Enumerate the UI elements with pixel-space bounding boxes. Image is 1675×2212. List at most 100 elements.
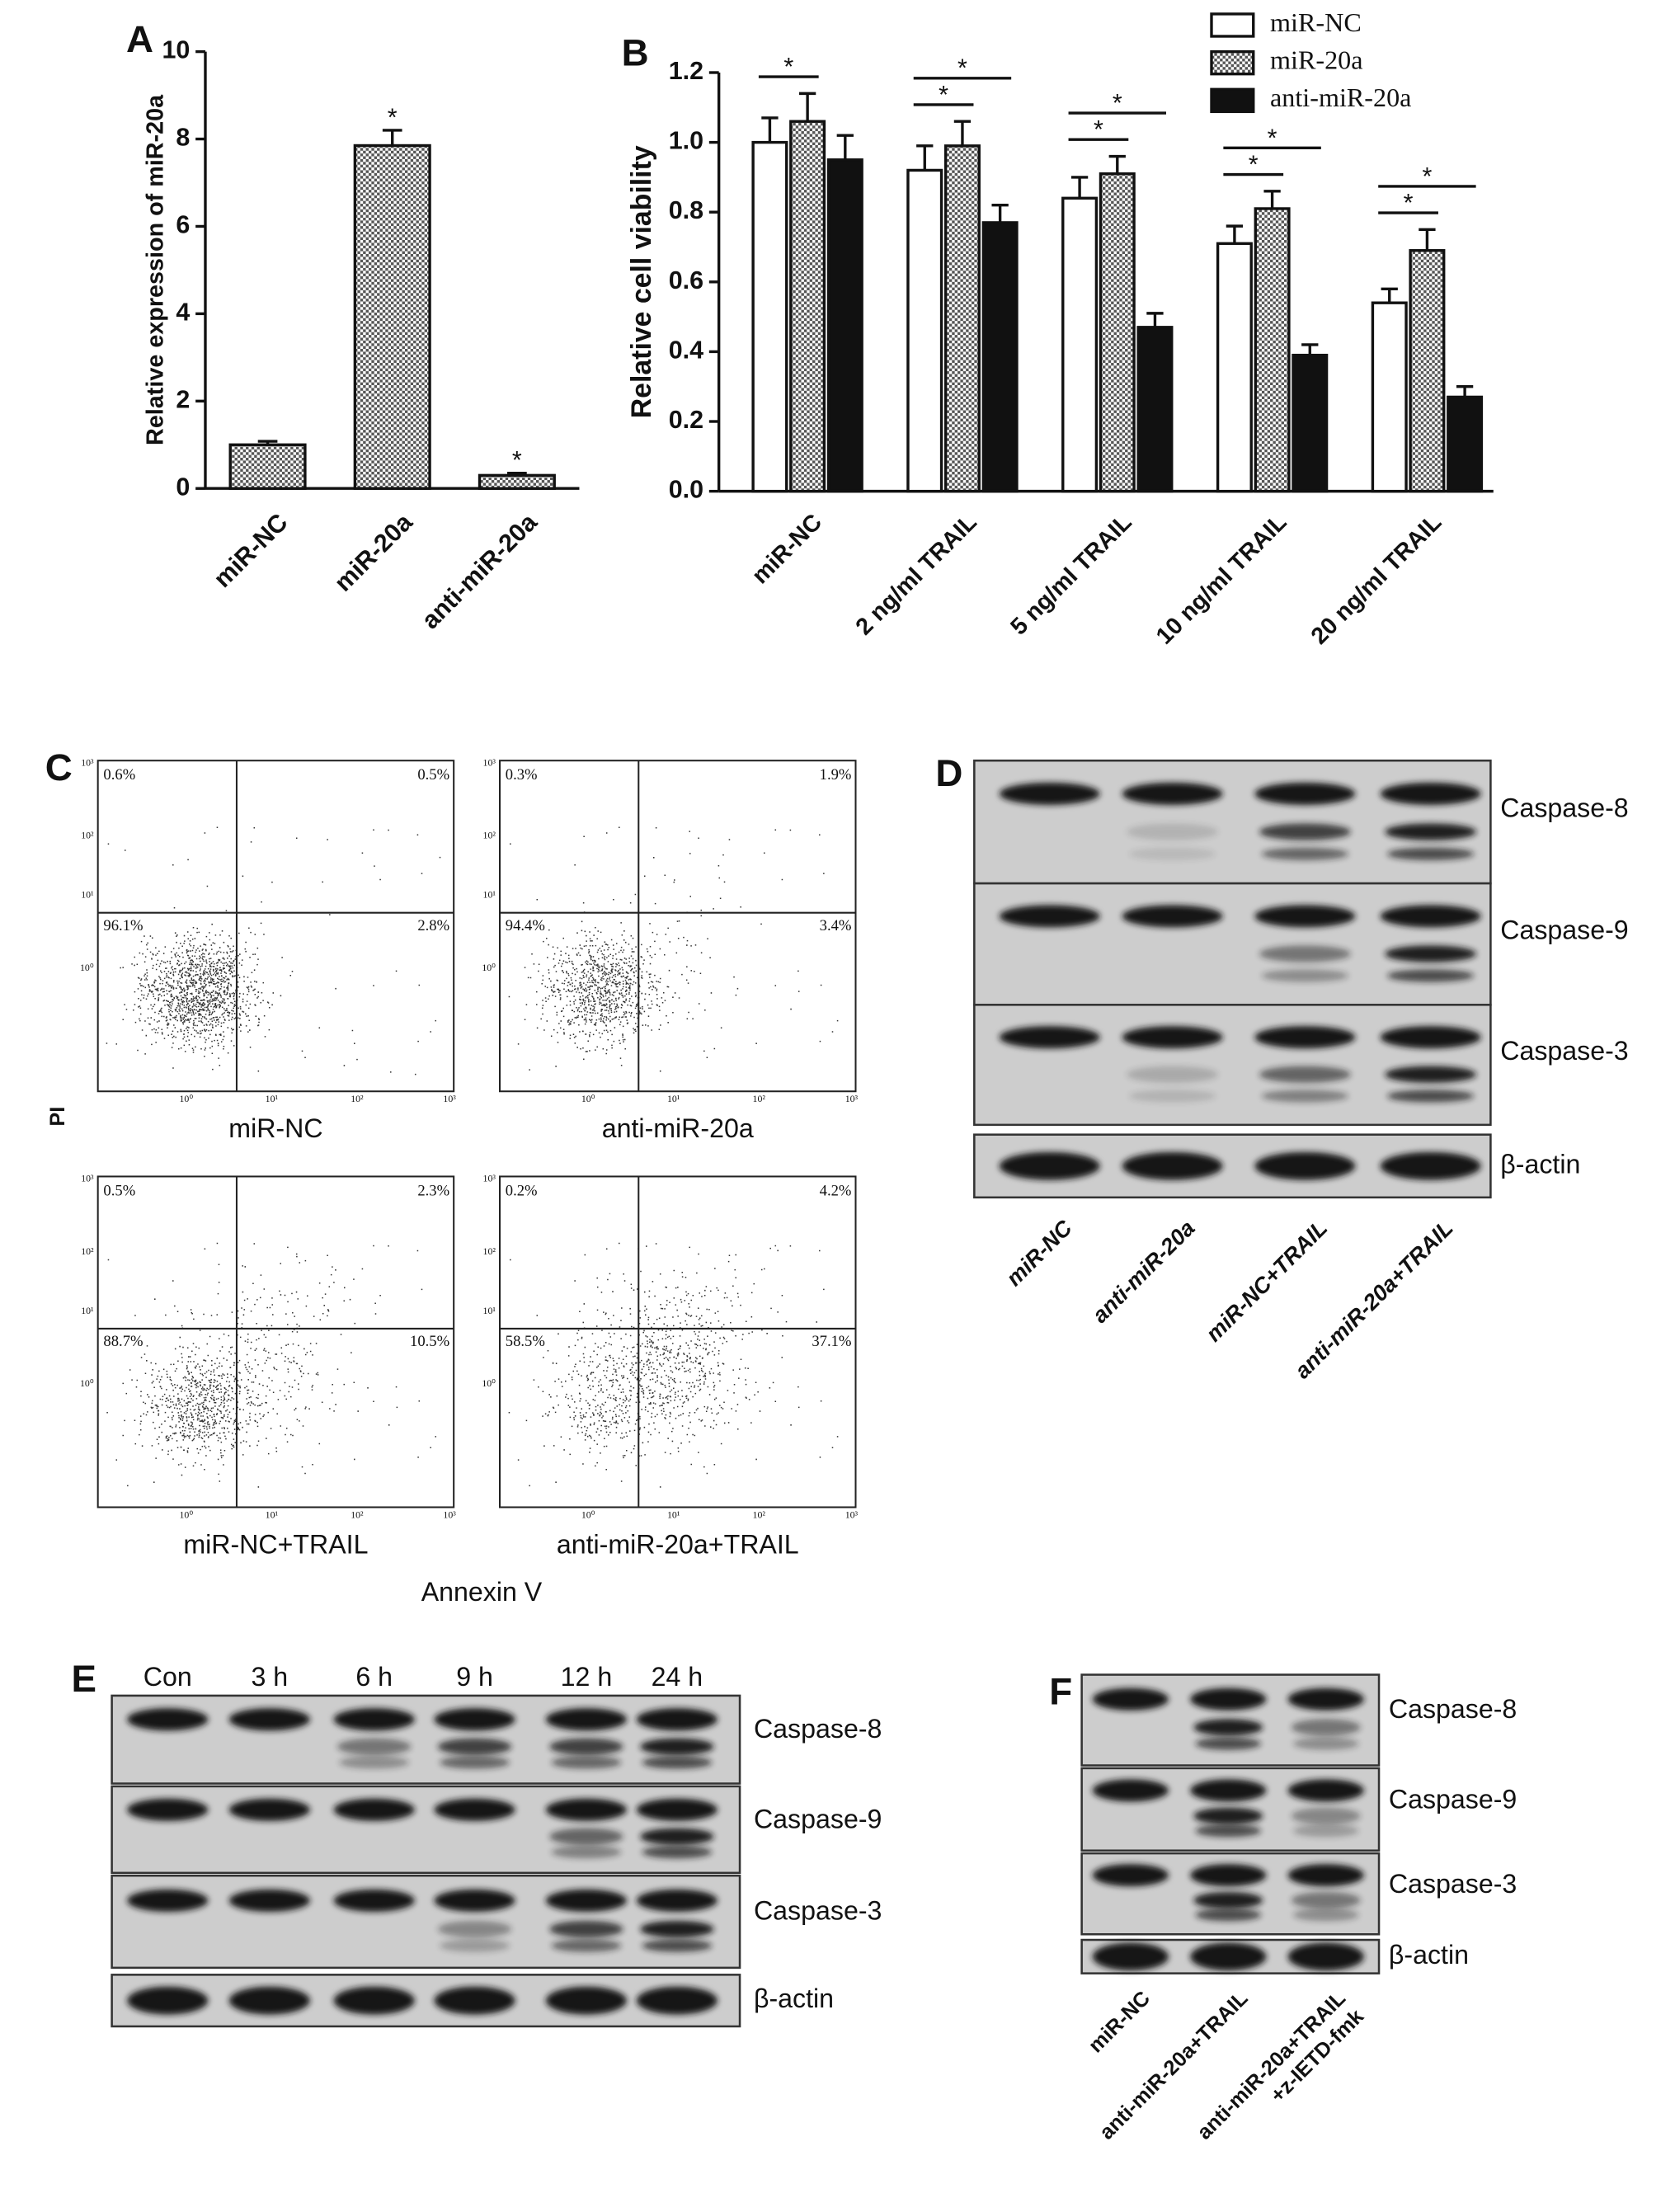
- quadrant-label: 96.1%: [103, 917, 143, 934]
- scatter-dots: [106, 826, 441, 1075]
- blot-band: [1122, 1026, 1223, 1049]
- blot-band: [636, 1889, 718, 1912]
- legend-swatch: [1210, 49, 1255, 76]
- blot-band: [1291, 1719, 1361, 1736]
- blot-band: [636, 1986, 718, 2015]
- blot-band: [1291, 1807, 1361, 1824]
- plot-frame: [498, 1175, 857, 1508]
- quadrant-label: 58.5%: [506, 1333, 545, 1350]
- blot-band: [1291, 1891, 1361, 1909]
- lane-label: 24 h: [652, 1662, 703, 1692]
- bar: [751, 140, 788, 493]
- quadrant-label: 88.7%: [103, 1333, 143, 1350]
- panel-label: E: [72, 1658, 96, 1700]
- bar: [1216, 242, 1253, 493]
- blot-band: [127, 1986, 209, 2015]
- protein-label: β-actin: [1500, 1149, 1580, 1179]
- blot-strip: [111, 1874, 741, 1970]
- bar: [1409, 249, 1446, 493]
- blot-band: [1287, 1864, 1364, 1887]
- blot-band: [1122, 1151, 1223, 1180]
- x-tick-label: 10²: [753, 1508, 766, 1520]
- blot-band: [636, 1798, 718, 1821]
- x-tick-label: 10²: [351, 1508, 364, 1520]
- blot-band: [437, 1738, 512, 1755]
- quadrant-label: 0.5%: [417, 766, 449, 784]
- blot-band: [1128, 1090, 1216, 1103]
- protein-label: Caspase-8: [754, 1714, 882, 1744]
- y-axis-label: Relative expression of miR-20a: [142, 94, 168, 445]
- y-tick-label: 10²: [81, 830, 94, 841]
- blot-band: [434, 1986, 515, 2015]
- x-tick-label: 10¹: [266, 1093, 279, 1104]
- x-tick-label: 10²: [351, 1093, 364, 1104]
- quadrant-label: 37.1%: [812, 1333, 851, 1350]
- blot-band: [640, 1828, 714, 1845]
- significance-star: *: [783, 53, 793, 81]
- blot-band: [333, 1798, 415, 1821]
- y-tick-label: 10: [162, 36, 190, 64]
- blot-band: [1386, 847, 1475, 860]
- quadrant-label: 10.5%: [410, 1333, 449, 1350]
- protein-label: Caspase-8: [1389, 1694, 1517, 1724]
- blot-band: [549, 1738, 623, 1755]
- quadrant-label: 0.5%: [103, 1182, 135, 1199]
- quadrant-label: 2.3%: [417, 1182, 449, 1199]
- plot-title: miR-NC: [228, 1113, 322, 1143]
- blot-band: [999, 782, 1100, 805]
- scatter-dots: [508, 1242, 851, 1488]
- blot-band: [551, 1939, 622, 1952]
- blot-band: [228, 1798, 310, 1821]
- x-tick-label: 10²: [753, 1093, 766, 1104]
- lane-label: Con: [144, 1662, 192, 1692]
- y-tick-label: 4: [176, 298, 190, 326]
- bar: [1447, 395, 1484, 493]
- protein-label: Caspase-8: [1500, 793, 1628, 822]
- blot-band: [1254, 905, 1356, 928]
- bar: [789, 120, 826, 493]
- blot-band: [339, 1756, 410, 1769]
- blot-band: [1190, 1942, 1267, 1971]
- y-tick-label: 10²: [81, 1245, 94, 1257]
- plot-title: miR-NC+TRAIL: [183, 1529, 368, 1559]
- legend-swatch: [1210, 87, 1255, 114]
- legend-label: anti-miR-20a: [1270, 82, 1411, 112]
- y-tick-label: 10³: [81, 1173, 94, 1184]
- lane-label: 3 h: [251, 1662, 288, 1692]
- blot-band: [1122, 782, 1223, 805]
- blot-band: [1386, 969, 1475, 982]
- blot-band: [551, 1756, 622, 1769]
- blot-band: [642, 1756, 713, 1769]
- quadrant-label: 1.9%: [820, 766, 852, 784]
- y-tick-label: 10⁰: [80, 962, 94, 973]
- bar: [478, 473, 556, 490]
- blot-band: [549, 1828, 623, 1845]
- bar: [1061, 196, 1099, 493]
- blot-band: [1092, 1942, 1169, 1971]
- y-tick-label: 10¹: [483, 889, 496, 901]
- blot-band: [1195, 1824, 1262, 1838]
- plot-frame: [498, 760, 857, 1093]
- blot-strip: [973, 759, 1492, 885]
- y-tick-label: 10²: [483, 830, 496, 841]
- scatter-dots: [508, 826, 851, 1072]
- bar: [981, 221, 1019, 493]
- y-tick-label: 0.2: [669, 406, 703, 434]
- y-tick-label: 10⁰: [482, 1377, 496, 1389]
- lane-label: 12 h: [561, 1662, 613, 1692]
- blot-band: [1380, 782, 1481, 805]
- blot-band: [1380, 1151, 1481, 1180]
- blot-band: [640, 1738, 714, 1755]
- x-tick-label: 10⁰: [180, 1508, 194, 1520]
- bar: [1371, 301, 1408, 493]
- y-tick-label: 2: [176, 385, 190, 413]
- blot-band: [1254, 1151, 1356, 1180]
- y-tick-label: 8: [176, 124, 190, 152]
- blot-band: [1261, 847, 1349, 860]
- significance-star: *: [512, 446, 522, 474]
- blot-band: [333, 1708, 415, 1731]
- blot-strip: [973, 1004, 1492, 1127]
- blot-band: [545, 1798, 628, 1821]
- plot-title: anti-miR-20a: [602, 1113, 754, 1143]
